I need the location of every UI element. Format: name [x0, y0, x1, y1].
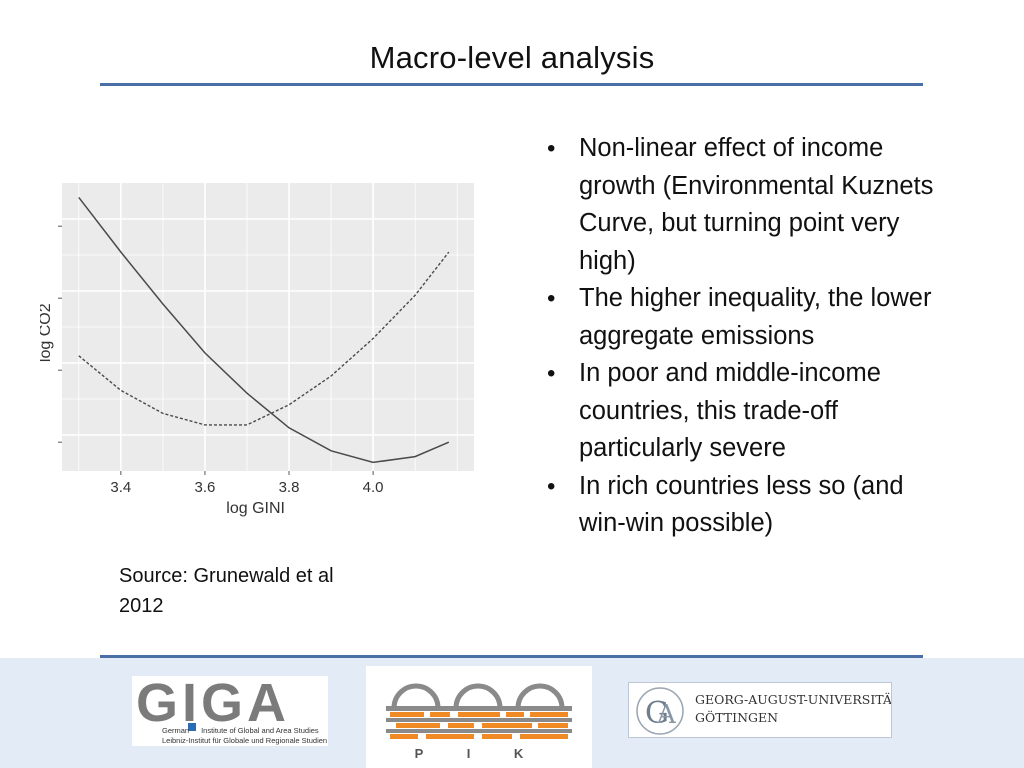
giga-tagline-1: German Institute of Global and Area Studi… — [162, 726, 319, 735]
series-layer — [78, 196, 450, 464]
chart: 3.4 3.6 3.8 4.0 log GINI log CO2 — [40, 178, 480, 518]
series-line-2 — [78, 251, 450, 426]
goettingen-name-line-1: GEORG-AUGUST-UNIVERSITÄT — [695, 692, 892, 707]
y-axis-label: log CO2 — [40, 303, 54, 362]
pik-wordmark: P I K — [414, 746, 544, 761]
goettingen-logo: G A GEORG-AUGUST-UNIVERSITÄT GÖTTINGEN — [628, 682, 892, 738]
x-tick-label: 3.6 — [195, 479, 216, 496]
x-tick-label: 3.8 — [279, 479, 300, 496]
bullet-item: Non-linear effect of income growth (Envi… — [545, 130, 935, 280]
giga-square-icon — [188, 723, 196, 731]
footer-divider — [100, 655, 923, 658]
x-axis-label: log GINI — [226, 500, 285, 517]
x-tick-label: 4.0 — [363, 479, 384, 496]
svg-text:G: G — [645, 696, 669, 731]
giga-tagline-1b: Institute of Global and Area Studies — [201, 726, 319, 735]
bullet-item: In poor and middle-income countries, thi… — [545, 355, 935, 468]
slide-title: Macro-level analysis — [369, 40, 655, 75]
giga-wordmark: GIGA — [136, 676, 291, 733]
giga-logo: GIGA German Institute of Global and Area … — [132, 676, 328, 746]
bullet-list: Non-linear effect of income growth (Envi… — [545, 130, 935, 543]
goettingen-name-line-2: GÖTTINGEN — [695, 710, 779, 725]
pik-emblem-icon — [386, 683, 572, 739]
grid-lines — [62, 183, 474, 471]
chart-svg: 3.4 3.6 3.8 4.0 log GINI log CO2 — [40, 183, 474, 517]
source-citation: Source: Grunewald et al 2012 — [119, 565, 334, 617]
bullet-item: In rich countries less so (and win-win p… — [545, 468, 935, 543]
giga-tagline-1a: German — [162, 726, 190, 735]
axis-ticks: 3.4 3.6 3.8 4.0 — [58, 225, 384, 496]
giga-tagline-2: Leibniz-Institut für Globale und Regiona… — [162, 736, 328, 745]
university-seal-icon: G A — [636, 687, 684, 735]
series-line-1 — [78, 196, 450, 464]
x-tick-label: 3.4 — [110, 479, 131, 496]
svg-text:A: A — [656, 700, 677, 730]
title-divider — [100, 83, 923, 86]
bullet-item: The higher inequality, the lower aggrega… — [545, 280, 935, 355]
pik-logo: P I K — [366, 666, 592, 768]
